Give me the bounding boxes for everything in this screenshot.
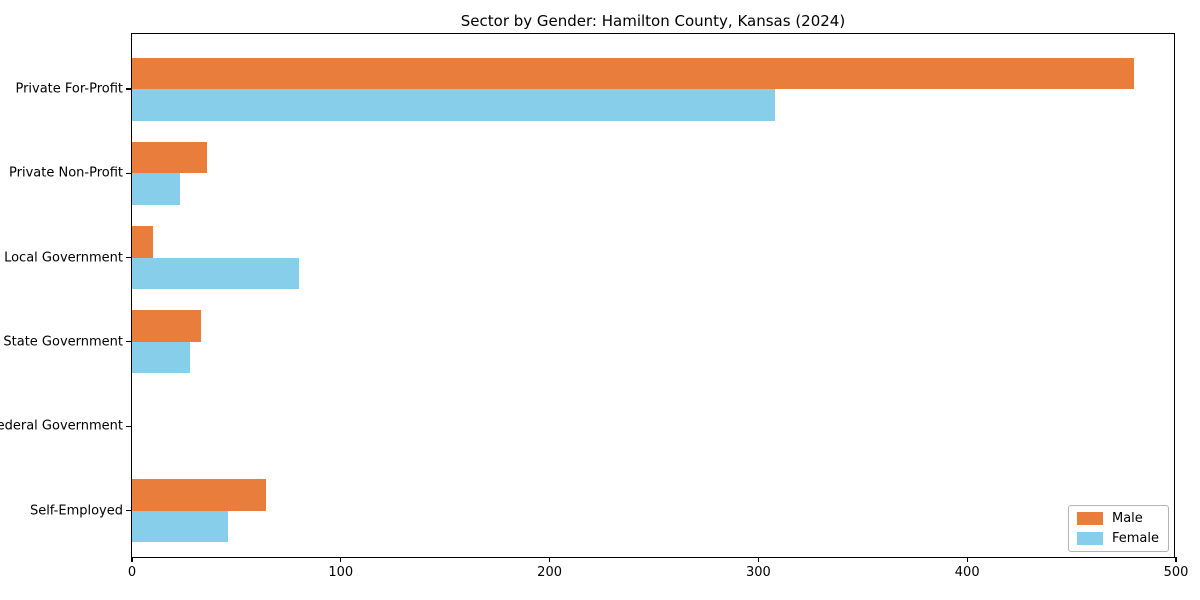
legend-entry: Male [1076, 511, 1159, 526]
y-tick-mark [126, 257, 132, 259]
bar [132, 57, 1135, 89]
bar [132, 257, 300, 290]
legend-swatch [1076, 532, 1103, 545]
x-tick-mark [1175, 557, 1177, 562]
legend-swatch [1076, 512, 1103, 525]
x-axis-tick-label: 400 [954, 565, 980, 580]
x-tick-mark [131, 557, 133, 562]
y-tick-mark [126, 88, 132, 90]
x-axis-tick-label: 100 [328, 565, 354, 580]
x-tick-mark [757, 557, 759, 562]
plot-area: 0 100 200 300 400 500 Private For-Profit Priva… [0, 33, 1188, 580]
y-axis-category-label: Private Non-Profit [9, 165, 123, 181]
bar [132, 141, 208, 174]
legend-entry: Female [1076, 531, 1159, 546]
y-tick-mark [126, 341, 132, 343]
x-tick-mark [340, 557, 342, 562]
x-axis-tick-label: 200 [537, 565, 563, 580]
x-axis-tick-label: 300 [745, 565, 771, 580]
legend-label: Female [1111, 531, 1159, 546]
bar [132, 510, 229, 542]
bar [132, 479, 266, 511]
y-axis-category-label: State Government [3, 334, 123, 350]
y-axis-category-label: Local Government [4, 250, 123, 266]
bar [132, 226, 153, 258]
y-axis-category-label: Self-Employed [29, 503, 123, 518]
x-tick-mark [966, 557, 968, 562]
legend-label: Male [1111, 511, 1143, 526]
chart-title: Sector by Gender: Hamilton County, Kansa… [460, 12, 846, 30]
x-axis-tick-label: 500 [1163, 565, 1189, 580]
y-tick-mark [126, 425, 132, 427]
y-axis-category-label: Private For-Profit [15, 81, 123, 97]
bar [132, 341, 191, 374]
bar [132, 89, 776, 121]
bar [132, 173, 181, 205]
y-tick-mark [126, 509, 132, 512]
y-tick-mark [126, 172, 132, 174]
y-axis-category-label: Federal Government [0, 418, 123, 434]
legend: Male Female [1067, 505, 1169, 552]
x-axis-tick-label: 0 [127, 565, 137, 580]
bar [132, 310, 201, 342]
x-tick-mark [549, 557, 551, 562]
